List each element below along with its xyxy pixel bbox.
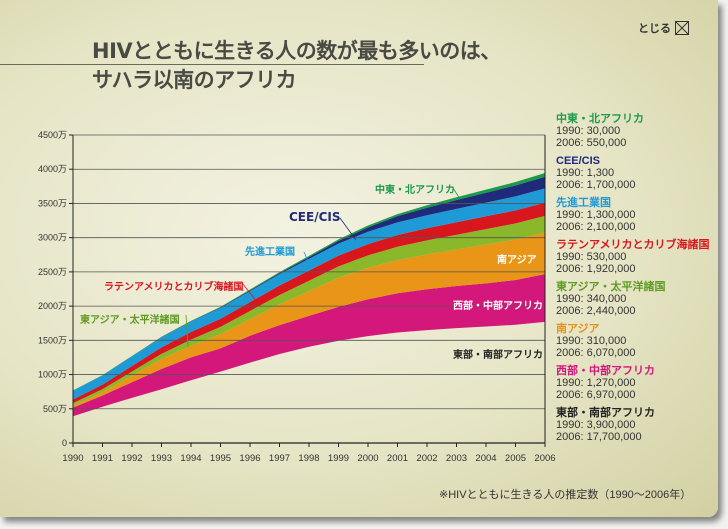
legend-entry: 中東・北アフリカ 1990: 30,000 2006: 550,000 [556,113,709,155]
legend-title: 東アジア・太平洋諸国 [556,281,666,293]
y-tick-label: 4500万 [38,130,67,140]
legend-value: 1990: 310,000 [556,335,627,347]
y-tick-label: 3500万 [38,198,67,208]
legend-value: 1990: 530,000 [556,251,627,263]
legend-title: 中東・北アフリカ [556,113,644,125]
y-tick-label: 500万 [43,404,67,414]
title-line-2: サハラ以南のアフリカ [92,68,297,92]
legend-title: CEE/CIS [556,155,601,167]
leader-line [452,187,461,200]
legend-title: 南アジア [556,323,600,335]
legend-entry: 先進工業国 1990: 1,300,000 2006: 2,100,000 [556,197,709,239]
area-4 [73,202,545,404]
page-title: HIVとともに生きる人の数が最も多いのは、 サハラ以南のアフリカ [92,37,501,95]
y-tick-label: 4000万 [38,164,67,174]
inline-label-3: 東アジア・太平洋諸国 [80,315,180,326]
legend-entry: 東アジア・太平洋諸国 1990: 340,000 2006: 2,440,000 [556,281,709,323]
close-button[interactable]: とじる [638,20,689,36]
legend-value: 2006: 6,070,000 [556,347,636,359]
x-tick-label: 2002 [416,453,437,464]
legend-title: ラテンアメリカとカリブ海諸国 [556,239,710,251]
x-tick-label: 2001 [387,453,408,464]
x-tick-label: 2005 [505,453,526,464]
area-2 [73,232,545,408]
inline-label-6: CEE/CIS [289,210,341,224]
legend-value: 1990: 1,300 [556,167,615,179]
legend-value: 1990: 1,300,000 [556,209,636,221]
legend-value: 2006: 2,100,000 [556,221,636,233]
legend-value: 2006: 17,700,000 [556,431,642,443]
legend-value: 1990: 30,000 [556,125,621,137]
inline-label-1: 西部・中部アフリカ [453,301,543,312]
x-tick-label: 1996 [239,453,260,464]
x-tick-label: 1998 [298,453,319,464]
x-tick-label: 1994 [180,453,201,464]
title-line-1: HIVとともに生きる人の数が最も多いのは、 [92,39,501,63]
close-box-icon [675,21,689,35]
legend-title: 先進工業国 [556,197,611,209]
leader-line [241,282,259,304]
legend-value: 2006: 2,440,000 [556,305,636,317]
legend-value: 2006: 1,920,000 [556,263,636,275]
inline-label-2: 南アジア [497,255,537,266]
legend-value: 1990: 3,900,000 [556,419,636,431]
x-tick-label: 1993 [151,453,172,464]
legend-value: 2006: 550,000 [556,137,627,149]
area-6 [73,176,545,391]
legend-title: 西部・中部アフリカ [556,365,655,377]
y-tick-label: 0 [62,438,67,448]
y-tick-label: 1500万 [38,335,67,345]
area-1 [73,274,545,417]
legend-title: 東部・南部アフリカ [556,407,655,419]
inline-label-0: 東部・南部アフリカ [453,350,543,361]
x-tick-label: 2000 [357,453,378,464]
legend-entry: 南アジア 1990: 310,000 2006: 6,070,000 [556,323,709,365]
footnote: ※HIVとともに生きる人の推定数（1990〜2006年） [439,489,692,501]
area-5 [73,188,545,400]
inline-label-5: 先進工業国 [245,247,295,258]
legend-entry: 東部・南部アフリカ 1990: 3,900,000 2006: 17,700,000 [556,407,709,449]
y-tick-label: 1000万 [38,370,67,380]
title-divider [0,64,424,65]
legend-value: 1990: 340,000 [556,293,627,305]
x-tick-label: 2006 [534,453,555,464]
y-tick-label: 3000万 [38,233,67,243]
legend-entry: CEE/CIS 1990: 1,300 2006: 1,700,000 [556,155,709,197]
x-tick-label: 2004 [475,453,496,464]
legend-value: 2006: 1,700,000 [556,179,636,191]
x-tick-label: 1997 [269,453,290,464]
legend: 中東・北アフリカ 1990: 30,000 2006: 550,000 CEE/CIS… [556,113,709,449]
x-tick-label: 1999 [328,453,349,464]
y-tick-label: 2500万 [38,267,67,277]
y-tick-label: 2000万 [38,301,67,311]
inline-label-4: ラテンアメリカとカリブ海諸国 [104,282,244,293]
x-tick-label: 1991 [92,453,113,464]
x-tick-label: 1990 [62,453,83,464]
leader-line [339,217,357,241]
x-tick-label: 1992 [121,453,142,464]
x-tick-label: 1995 [210,453,231,464]
area-3 [73,215,545,406]
legend-value: 2006: 6,970,000 [556,389,636,401]
inline-label-7: 中東・北アフリカ [375,185,455,196]
x-tick-label: 2003 [446,453,467,464]
leader-line [303,251,311,267]
legend-entry: 西部・中部アフリカ 1990: 1,270,000 2006: 6,970,000 [556,365,709,407]
legend-value: 1990: 1,270,000 [556,377,636,389]
leader-line [185,314,189,348]
legend-entry: ラテンアメリカとカリブ海諸国 1990: 530,000 2006: 1,920,0… [556,239,709,281]
close-label: とじる [638,22,671,35]
